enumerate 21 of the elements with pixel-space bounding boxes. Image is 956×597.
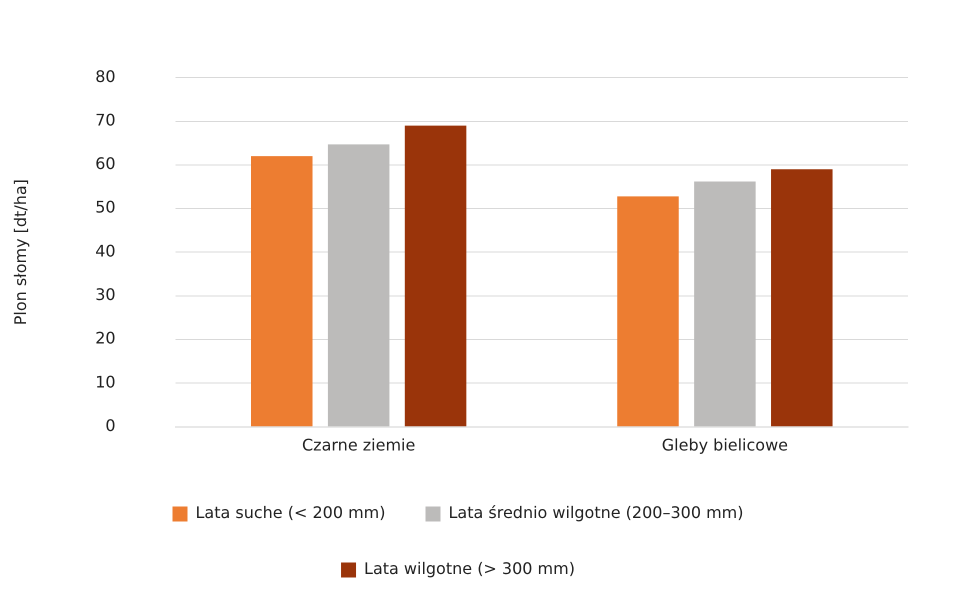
bar — [617, 196, 679, 426]
y-tick-label: 60 — [95, 154, 116, 174]
y-axis-title: Plon słomy [dt/ha] — [10, 179, 30, 326]
bar — [771, 169, 833, 426]
y-tick-label: 0 — [105, 416, 116, 435]
y-tick-label: 70 — [95, 110, 116, 130]
bar — [328, 144, 390, 426]
bar — [694, 181, 756, 426]
legend-label: Lata średnio wilgotne (200–300 mm) — [448, 503, 744, 522]
x-tick-label: Czarne ziemie — [302, 436, 416, 455]
legend-label: Lata suche (< 200 mm) — [196, 503, 386, 522]
x-tick-label: Gleby bielicowe — [662, 436, 788, 455]
y-tick-label: 20 — [95, 328, 116, 348]
y-tick-label: 80 — [95, 66, 116, 86]
y-tick-label: 40 — [95, 241, 116, 260]
bar — [251, 156, 313, 426]
legend-label: Lata wilgotne (> 300 mm) — [364, 559, 575, 578]
y-tick-label: 50 — [95, 198, 116, 217]
bar — [404, 126, 466, 426]
y-tick-label: 10 — [95, 372, 116, 392]
y-tick-label: 30 — [95, 285, 116, 304]
